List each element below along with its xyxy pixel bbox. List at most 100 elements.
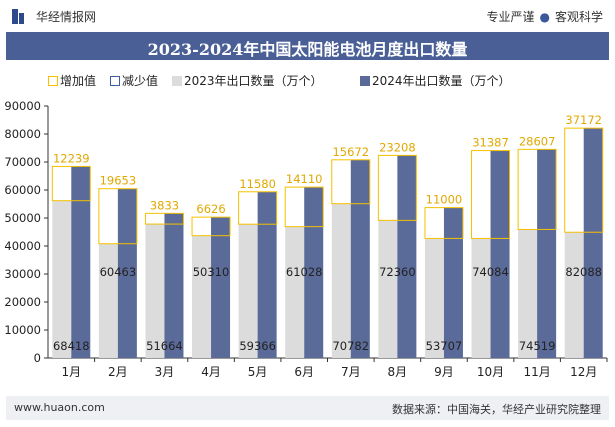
bar-2023 <box>145 224 165 358</box>
legend-2024-swatch <box>360 76 370 86</box>
bar-2023 <box>192 235 212 358</box>
bar-2024 <box>397 155 417 358</box>
y-tick-label: 60000 <box>4 183 41 197</box>
bar-2023 <box>378 220 398 358</box>
y-tick-label: 40000 <box>4 239 41 253</box>
legend-2024: 2024年出口数量（万个） <box>360 72 511 89</box>
value-label-2024: 53707 <box>426 339 463 353</box>
y-tick-label: 10000 <box>4 323 41 337</box>
x-tick-label: 11月 <box>523 365 550 379</box>
top-bar: 华经情报网 专业严谨 ● 客观科学 <box>0 0 615 32</box>
increase-label: 11580 <box>239 177 276 191</box>
value-label-2024: 70782 <box>332 339 369 353</box>
bar-2024 <box>490 150 510 358</box>
bar-2024 <box>71 166 91 358</box>
y-tick-label: 30000 <box>4 267 41 281</box>
bar-2023 <box>564 232 584 358</box>
slogan: 专业严谨 ● 客观科学 <box>486 8 603 25</box>
increase-label: 23208 <box>379 140 416 154</box>
increase-box <box>424 207 464 239</box>
x-tick-label: 1月 <box>61 365 81 379</box>
x-tick-label: 6月 <box>294 365 314 379</box>
increase-label: 12239 <box>53 151 90 165</box>
value-label-2024: 68418 <box>53 339 90 353</box>
dot-icon: ● <box>539 10 550 24</box>
value-label-2024: 51664 <box>146 339 183 353</box>
bar-2024 <box>443 207 463 358</box>
legend-increase-swatch <box>48 76 58 86</box>
increase-label: 31387 <box>472 136 509 150</box>
y-tick-label: 0 <box>34 351 41 365</box>
legend-2023: 2023年出口数量（万个） <box>172 72 323 89</box>
y-tick-label: 20000 <box>4 295 41 309</box>
increase-box <box>517 148 557 230</box>
legend-decrease-label: 减少值 <box>122 74 159 88</box>
bar-2023 <box>285 226 305 358</box>
bar-2024 <box>211 217 231 358</box>
bar-2024 <box>537 149 557 358</box>
bar-2023 <box>424 238 444 358</box>
y-tick-label: 50000 <box>4 211 41 225</box>
increase-label: 15672 <box>332 145 369 159</box>
y-tick-label: 80000 <box>4 127 41 141</box>
legend-increase: 增加值 <box>48 72 96 89</box>
legend-increase-label: 增加值 <box>60 74 97 88</box>
bar-2024 <box>117 188 137 358</box>
y-tick-label: 70000 <box>4 155 41 169</box>
increase-box <box>471 150 511 239</box>
slogan-right: 客观科学 <box>554 10 603 24</box>
bar-2023 <box>98 243 118 358</box>
data-source: 数据来源：中国海关，华经产业研究院整理 <box>392 403 601 416</box>
x-tick-label: 12月 <box>570 365 597 379</box>
bar-2024 <box>304 187 324 358</box>
bar-chart: 0 10000 20000 30000 40000 50000 60000 70000 8000… <box>4 99 608 379</box>
increase-box <box>51 165 91 202</box>
x-tick-label: 8月 <box>388 365 408 379</box>
title-bar: 2023-2024年中国太阳能电池月度出口数量 <box>6 32 609 60</box>
value-label-2024: 61028 <box>286 265 323 279</box>
bar-2024 <box>350 159 370 358</box>
bar-2023 <box>518 229 538 358</box>
bar-2023 <box>238 224 258 358</box>
slogan-left: 专业严谨 <box>486 10 535 24</box>
x-tick-label: 5月 <box>248 365 268 379</box>
increase-box <box>284 186 324 228</box>
increase-label: 14110 <box>286 172 323 186</box>
y-tick-label: 90000 <box>4 99 41 113</box>
increase-box <box>191 216 231 237</box>
x-tick-label: 2月 <box>108 365 128 379</box>
value-label-2024: 60463 <box>100 265 137 279</box>
legend-decrease: 减少值 <box>110 72 158 89</box>
increase-label: 19653 <box>100 174 137 188</box>
increase-box <box>377 154 417 221</box>
increase-label: 6626 <box>196 202 225 216</box>
value-label-2024: 74084 <box>472 265 509 279</box>
legend-2024-label: 2024年出口数量（万个） <box>372 74 511 88</box>
bar-2024 <box>257 191 277 358</box>
bar-2023 <box>331 203 351 358</box>
chart-title: 2023-2024年中国太阳能电池月度出口数量 <box>147 40 468 59</box>
value-label-2024: 82088 <box>565 265 602 279</box>
x-tick-label: 10月 <box>477 365 504 379</box>
x-tick-label: 7月 <box>341 365 361 379</box>
bar-2023 <box>471 238 491 358</box>
bar-2024 <box>583 128 603 358</box>
legend-decrease-swatch <box>110 76 120 86</box>
increase-label: 28607 <box>519 134 556 148</box>
increase-label: 37172 <box>565 113 602 127</box>
x-tick-label: 3月 <box>155 365 175 379</box>
increase-box <box>144 212 184 225</box>
value-label-2024: 72360 <box>379 265 416 279</box>
value-label-2024: 74519 <box>519 339 556 353</box>
increase-box <box>331 159 371 205</box>
legend-2023-label: 2023年出口数量（万个） <box>184 74 323 88</box>
increase-box <box>98 188 138 245</box>
value-label-2024: 59366 <box>239 339 276 353</box>
logo-icon <box>12 9 28 24</box>
website-link[interactable]: www.huaon.com <box>14 401 105 414</box>
legend-2023-swatch <box>172 76 182 86</box>
increase-box <box>564 127 604 233</box>
increase-label: 11000 <box>426 193 463 207</box>
value-label-2024: 50310 <box>193 265 230 279</box>
x-tick-label: 9月 <box>434 365 454 379</box>
